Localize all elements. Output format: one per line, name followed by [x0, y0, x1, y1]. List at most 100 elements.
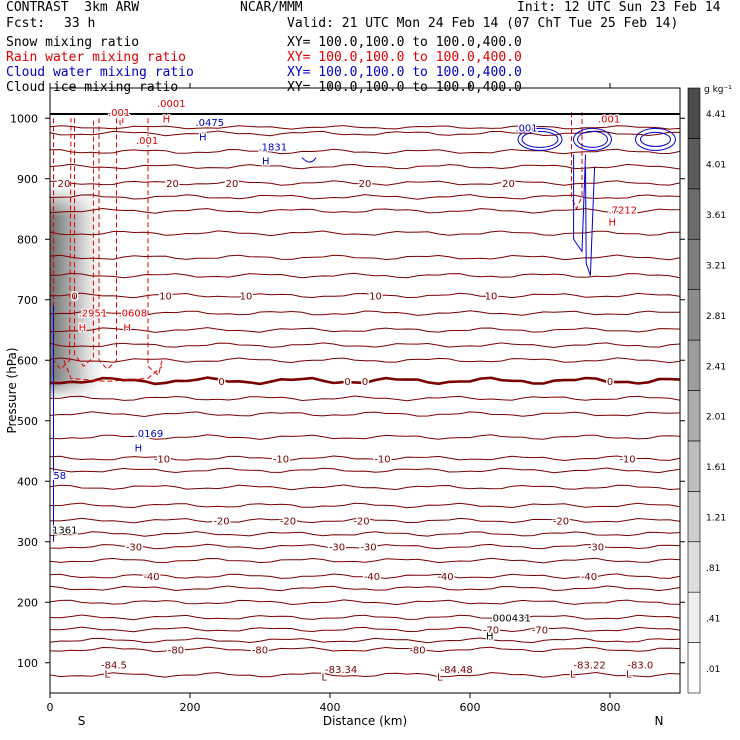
isotherm-line: [49, 357, 681, 364]
isotherm-line: [49, 395, 681, 402]
extremum-label: .1831: [259, 143, 288, 154]
extremum-label: H: [135, 443, 143, 454]
isotherm-line: [49, 272, 681, 279]
extremum-label: H: [79, 323, 87, 334]
isotherm-label: 0: [362, 377, 368, 388]
extremum-label: .0169: [135, 429, 164, 440]
org-label: NCAR/MMM: [240, 0, 303, 15]
rain-contour: [119, 112, 124, 125]
isotherm-label: -70: [483, 625, 499, 636]
extremum-label: L: [105, 670, 111, 681]
rain-contour: [63, 360, 163, 382]
y-tick-label: 100: [17, 657, 38, 670]
plot-frame: [49, 87, 681, 694]
colorbar-tick-label: .01: [706, 665, 720, 675]
extremum-label: .0608: [119, 308, 148, 319]
y-tick-label: 900: [17, 173, 38, 186]
isotherm-line: [49, 637, 681, 644]
colorbar-segment: [687, 390, 701, 442]
model-title: CONTRAST 3km ARW: [6, 0, 140, 15]
field-label-cloud-water: Cloud water mixing ratio: [6, 65, 194, 80]
isotherm--10: [49, 455, 681, 462]
isotherm-line: [49, 434, 681, 440]
colorbar-segment: [687, 440, 701, 492]
extremum-label: -84.5: [101, 661, 127, 672]
isotherm-line: [49, 599, 681, 606]
isotherm-10: [49, 292, 681, 299]
isotherm-label: -40: [364, 572, 380, 583]
isotherm-line: [49, 207, 680, 214]
colorbar-tick-label: 3.61: [706, 211, 726, 221]
extremum-label: -83.34: [325, 665, 357, 676]
extremum-label: .7212: [609, 206, 638, 217]
isotherm-line: [49, 230, 681, 237]
x-tick-label: 200: [180, 701, 201, 714]
colorbar-segment: [687, 491, 701, 543]
isotherm-label: -20: [213, 517, 229, 528]
y-tick-label: 700: [17, 294, 38, 307]
isotherm--70: [49, 626, 681, 633]
snow-shading: [50, 185, 105, 400]
isotherm--30: [49, 543, 681, 550]
colorbar-tick-label: 1.21: [706, 514, 726, 524]
extremum-label: L: [626, 670, 632, 681]
extremum-label: 58: [53, 471, 66, 482]
cloud-water-contour: [640, 131, 671, 147]
y-tick-label: 200: [17, 596, 38, 609]
isotherm-label: -80: [252, 645, 268, 656]
isotherm-label: -30: [360, 543, 376, 554]
x-tick-label: 800: [600, 701, 621, 714]
isotherm-label: -80: [409, 645, 425, 656]
isotherm-label: 20: [359, 179, 372, 190]
extremum-label: H: [486, 632, 494, 643]
isotherm-line: [49, 411, 681, 418]
field-xy-rain: XY= 100.0,100.0 to 100.0,400.0: [287, 50, 522, 65]
isotherm-label: 10: [159, 292, 172, 303]
colorbar-segment: [687, 238, 701, 290]
y-axis-title: Pressure (hPa): [5, 347, 19, 433]
isotherm-line: [49, 254, 681, 261]
colorbar-tick-label: 2.41: [706, 362, 726, 372]
extremum-label: .001: [598, 114, 620, 125]
rain-contour: [147, 118, 163, 377]
y-tick-label: 400: [17, 475, 38, 488]
isotherm-label: -10: [273, 454, 289, 465]
isotherm-label: 0: [218, 377, 224, 388]
isotherm--40: [49, 573, 681, 580]
colorbar-segment: [687, 138, 701, 190]
isotherm-label: 20: [166, 179, 179, 190]
colorbar-segment: [687, 188, 701, 240]
x-tick-label: 0: [47, 701, 54, 714]
y-tick-label: 1000: [10, 112, 38, 125]
y-tick-label: 300: [17, 536, 38, 549]
cloud-water-contour: [577, 130, 608, 148]
extremum-label: L: [322, 673, 328, 684]
isotherm-label: -20: [553, 517, 569, 528]
x-tick-label: 600: [460, 701, 481, 714]
extremum-label: 1361: [52, 526, 77, 537]
isotherm-label: -40: [581, 572, 597, 583]
rain-contour: [571, 112, 583, 211]
field-xy-snow: XY= 100.0,100.0 to 100.0,400.0: [287, 35, 522, 50]
extremum-label: H: [609, 218, 617, 229]
isotherm-line: [49, 163, 681, 170]
isotherm-label: 0: [607, 377, 613, 388]
fcst-label: Fcst:: [6, 16, 46, 31]
isotherm-20: [49, 180, 681, 186]
isotherm-line: [49, 148, 681, 155]
cloud-water-contour: [585, 166, 596, 276]
y-tick-label: 500: [17, 415, 38, 428]
extremum-label: -83.22: [574, 661, 606, 672]
isotherm-label: -10: [374, 454, 390, 465]
isotherm-line: [49, 125, 681, 130]
fcst-value: 33 h: [64, 16, 96, 31]
extremum-label: H: [199, 132, 207, 143]
isotherm-label: -80: [168, 645, 184, 656]
extremum-label: H: [262, 157, 270, 168]
isotherm-line: [49, 557, 681, 564]
isotherm-label: 10: [240, 292, 253, 303]
extremum-label: .001: [108, 108, 130, 119]
extremum-label: -83.0: [627, 661, 653, 672]
isotherm-line: [49, 614, 681, 621]
isotherm-label: -10: [154, 454, 170, 465]
